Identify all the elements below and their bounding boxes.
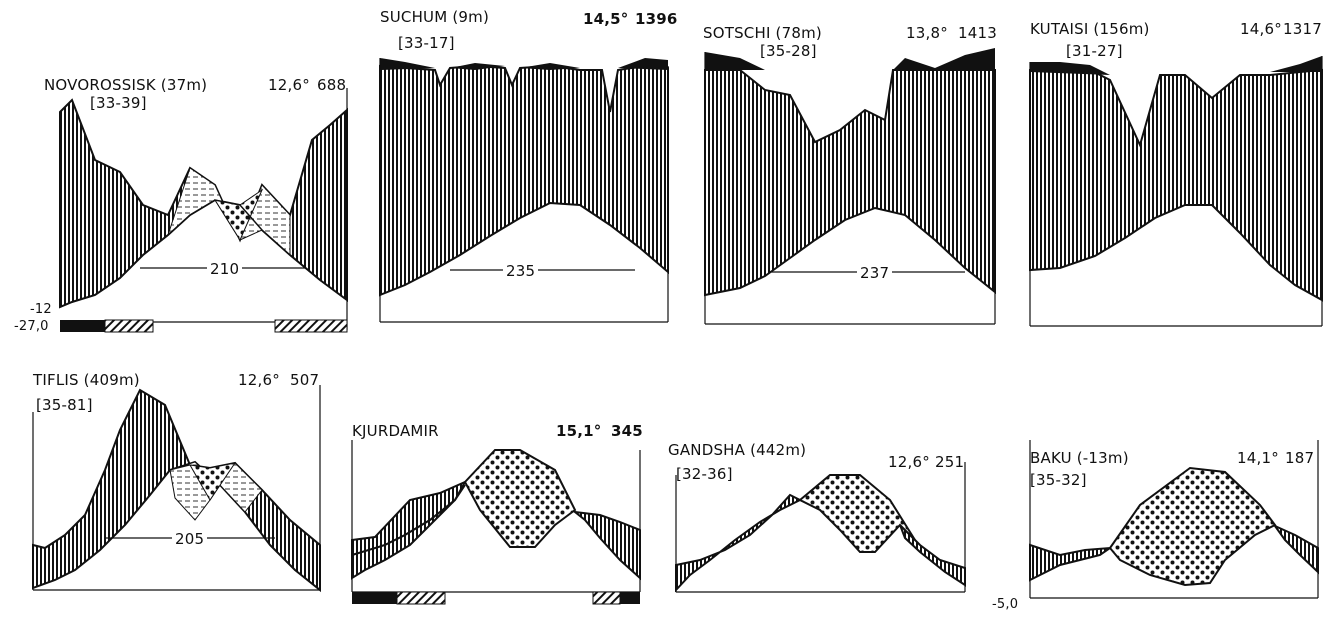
station-temperature: 14,1°	[1237, 449, 1279, 467]
station-name: GANDSHA (442m)	[668, 441, 807, 459]
temp-curve	[59, 199, 348, 308]
station-period: [35-81]	[36, 396, 93, 414]
frost-bar-right	[592, 591, 621, 605]
frost-bar-left	[396, 591, 446, 605]
station-name: SOTSCHI (78m)	[703, 24, 822, 42]
dots-area	[1108, 466, 1277, 587]
panel-sotschi	[704, 48, 996, 325]
station-precipitation: 1413	[958, 24, 997, 42]
hatch-area	[704, 69, 996, 297]
hatch-area	[675, 493, 803, 593]
dots-area	[189, 462, 237, 501]
station-name: KUTAISI (156m)	[1030, 20, 1150, 38]
hatch-area	[379, 64, 669, 297]
panel-kjurdamir	[351, 440, 641, 605]
black-top	[520, 63, 580, 70]
y-label: -5,0	[992, 597, 1019, 612]
center-value: 237	[857, 266, 893, 281]
station-temperature: 15,1°	[556, 422, 602, 440]
station-name: SUCHUM (9m)	[380, 8, 490, 26]
frost-bar-left	[104, 319, 154, 333]
black-top	[1030, 62, 1110, 75]
black-top	[893, 48, 995, 70]
dots-area	[463, 449, 577, 548]
center-value: 205	[172, 532, 208, 547]
station-period: [33-39]	[90, 94, 147, 112]
y-label: -27,0	[14, 319, 49, 334]
wet-bar	[60, 320, 105, 332]
panel-kutaisi	[1029, 56, 1323, 327]
frost-bar-right	[274, 319, 348, 333]
panel-gandsha	[675, 462, 966, 593]
station-precipitation: 345	[611, 422, 643, 440]
station-precipitation: 1396	[635, 10, 678, 28]
center-value: 235	[503, 264, 539, 279]
station-period: [32-36]	[676, 465, 733, 483]
station-period: [31-27]	[1066, 42, 1123, 60]
hatch-area	[1029, 543, 1114, 582]
station-period: [35-32]	[1030, 471, 1087, 489]
hatch-area	[1272, 523, 1319, 575]
station-temperature: 12,6°	[238, 371, 280, 389]
hatch-area	[1029, 68, 1323, 302]
station-temperature: 14,6°	[1240, 20, 1282, 38]
wet-bar	[352, 592, 397, 604]
black-top	[1270, 56, 1322, 72]
center-value: 210	[207, 262, 243, 277]
station-name: NOVOROSSISK (37m)	[44, 76, 208, 94]
station-temperature: 12,6°	[268, 76, 310, 94]
black-top	[380, 58, 435, 70]
station-name: BAKU (-13m)	[1030, 449, 1129, 467]
black-top	[618, 58, 668, 70]
station-period: [35-28]	[760, 42, 817, 60]
station-precipitation: 688	[317, 76, 347, 94]
station-temperature: 13,8°	[906, 24, 948, 42]
panel-novorossisk	[59, 88, 348, 333]
panel-suchum	[379, 58, 669, 323]
station-precipitation: 187	[1285, 449, 1315, 467]
station-temperature: 12,6°	[888, 453, 930, 471]
hatch-area	[351, 484, 466, 580]
station-period: [33-17]	[398, 34, 455, 52]
station-name: KJURDAMIR	[352, 422, 439, 440]
station-precipitation: 1317	[1283, 20, 1322, 38]
station-precipitation: 507	[290, 371, 320, 389]
hatch-area	[571, 510, 641, 581]
panel-baku	[1029, 440, 1319, 599]
station-name: TIFLIS (409m)	[33, 371, 140, 389]
dots-area	[798, 474, 916, 553]
wet-bar-right	[620, 592, 640, 604]
black-top	[705, 52, 765, 70]
panel-tiflis	[32, 385, 321, 593]
y-label: -12	[30, 302, 52, 317]
black-top	[450, 63, 505, 70]
station-precipitation: 251	[935, 453, 965, 471]
station-temperature: 14,5°	[583, 10, 629, 28]
